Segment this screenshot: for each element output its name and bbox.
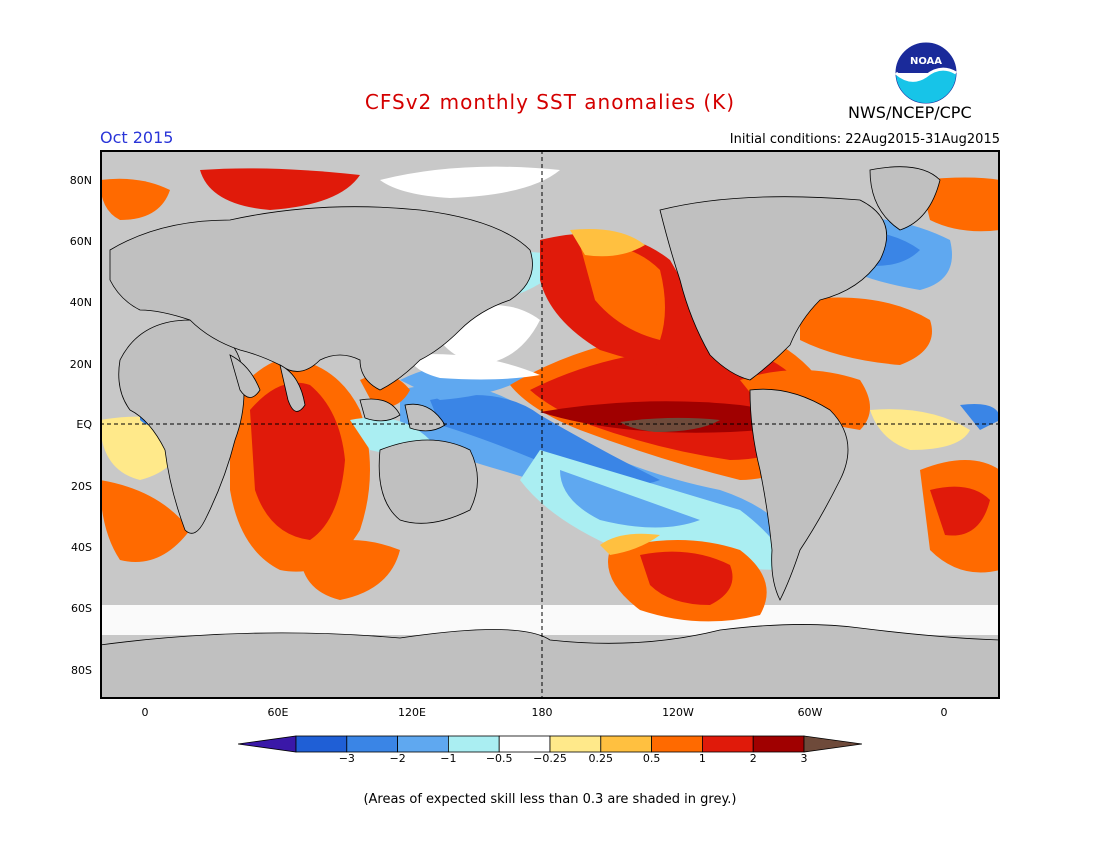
lat-label-eq: EQ — [76, 418, 92, 431]
map-title: CFSv2 monthly SST anomalies (K) — [364, 90, 736, 114]
colorbar — [238, 735, 862, 753]
lat-label-20n: 20N — [69, 358, 92, 371]
colorbar-label: −2 — [389, 752, 406, 765]
colorbar-box-1 — [346, 735, 399, 753]
colorbar-label: −3 — [338, 752, 355, 765]
colorbar-box-7 — [651, 735, 703, 753]
initial-conditions: Initial conditions: 22Aug2015-31Aug2015 — [729, 132, 1000, 147]
arctic-anomalies — [100, 166, 1000, 232]
colorbar-box-8 — [701, 735, 754, 753]
map-frame — [100, 150, 1000, 699]
lon-label-0-east: 0 — [940, 706, 948, 719]
colorbar-box-9 — [752, 735, 805, 753]
colorbar-triangle-high — [803, 735, 862, 753]
lat-label-80s: 80S — [71, 664, 92, 677]
forecast-month: Oct 2015 — [100, 128, 174, 147]
colorbar-box-0 — [295, 735, 348, 753]
skill-note: (Areas of expected skill less than 0.3 a… — [363, 792, 737, 807]
lon-label-60e: 60E — [267, 706, 289, 719]
lon-label-0-west: 0 — [141, 706, 149, 719]
lon-label-120w: 120W — [662, 706, 694, 719]
colorbar-label: 0.25 — [588, 752, 614, 765]
colorbar-label: 0.5 — [642, 752, 661, 765]
lat-label-60s: 60S — [71, 602, 92, 615]
lat-label-20s: 20S — [71, 480, 92, 493]
colorbar-label: 2 — [749, 752, 757, 765]
lon-label-60w: 60W — [797, 706, 823, 719]
colorbar-box-2 — [397, 735, 449, 753]
colorbar-box-5 — [549, 735, 602, 753]
lat-label-80n: 80N — [69, 174, 92, 187]
lat-label-60n: 60N — [69, 235, 92, 248]
indian-ocean-anomalies — [230, 358, 430, 600]
lat-label-40s: 40S — [71, 541, 92, 554]
lon-label-180: 180 — [531, 706, 553, 719]
noaa-logo-text: NOAA — [910, 56, 942, 67]
colorbar-box-4 — [498, 735, 551, 753]
agency-label: NWS/NCEP/CPC — [848, 103, 972, 122]
colorbar-box-3 — [447, 735, 500, 753]
sst-anomaly-map — [100, 150, 1000, 699]
pacific-anomalies — [400, 229, 840, 622]
lon-label-120e: 120E — [398, 706, 426, 719]
continents — [100, 166, 1000, 699]
colorbar-label: −0.5 — [485, 752, 513, 765]
colorbar-label: 1 — [698, 752, 706, 765]
atlantic-anomalies — [100, 217, 1000, 573]
colorbar-label: −0.25 — [533, 752, 567, 765]
colorbar-label: 3 — [800, 752, 808, 765]
lat-label-40n: 40N — [69, 296, 92, 309]
colorbar-label: −1 — [440, 752, 457, 765]
colorbar-triangle-low — [238, 735, 297, 753]
colorbar-box-6 — [600, 735, 652, 753]
noaa-logo: NOAA — [895, 42, 957, 104]
